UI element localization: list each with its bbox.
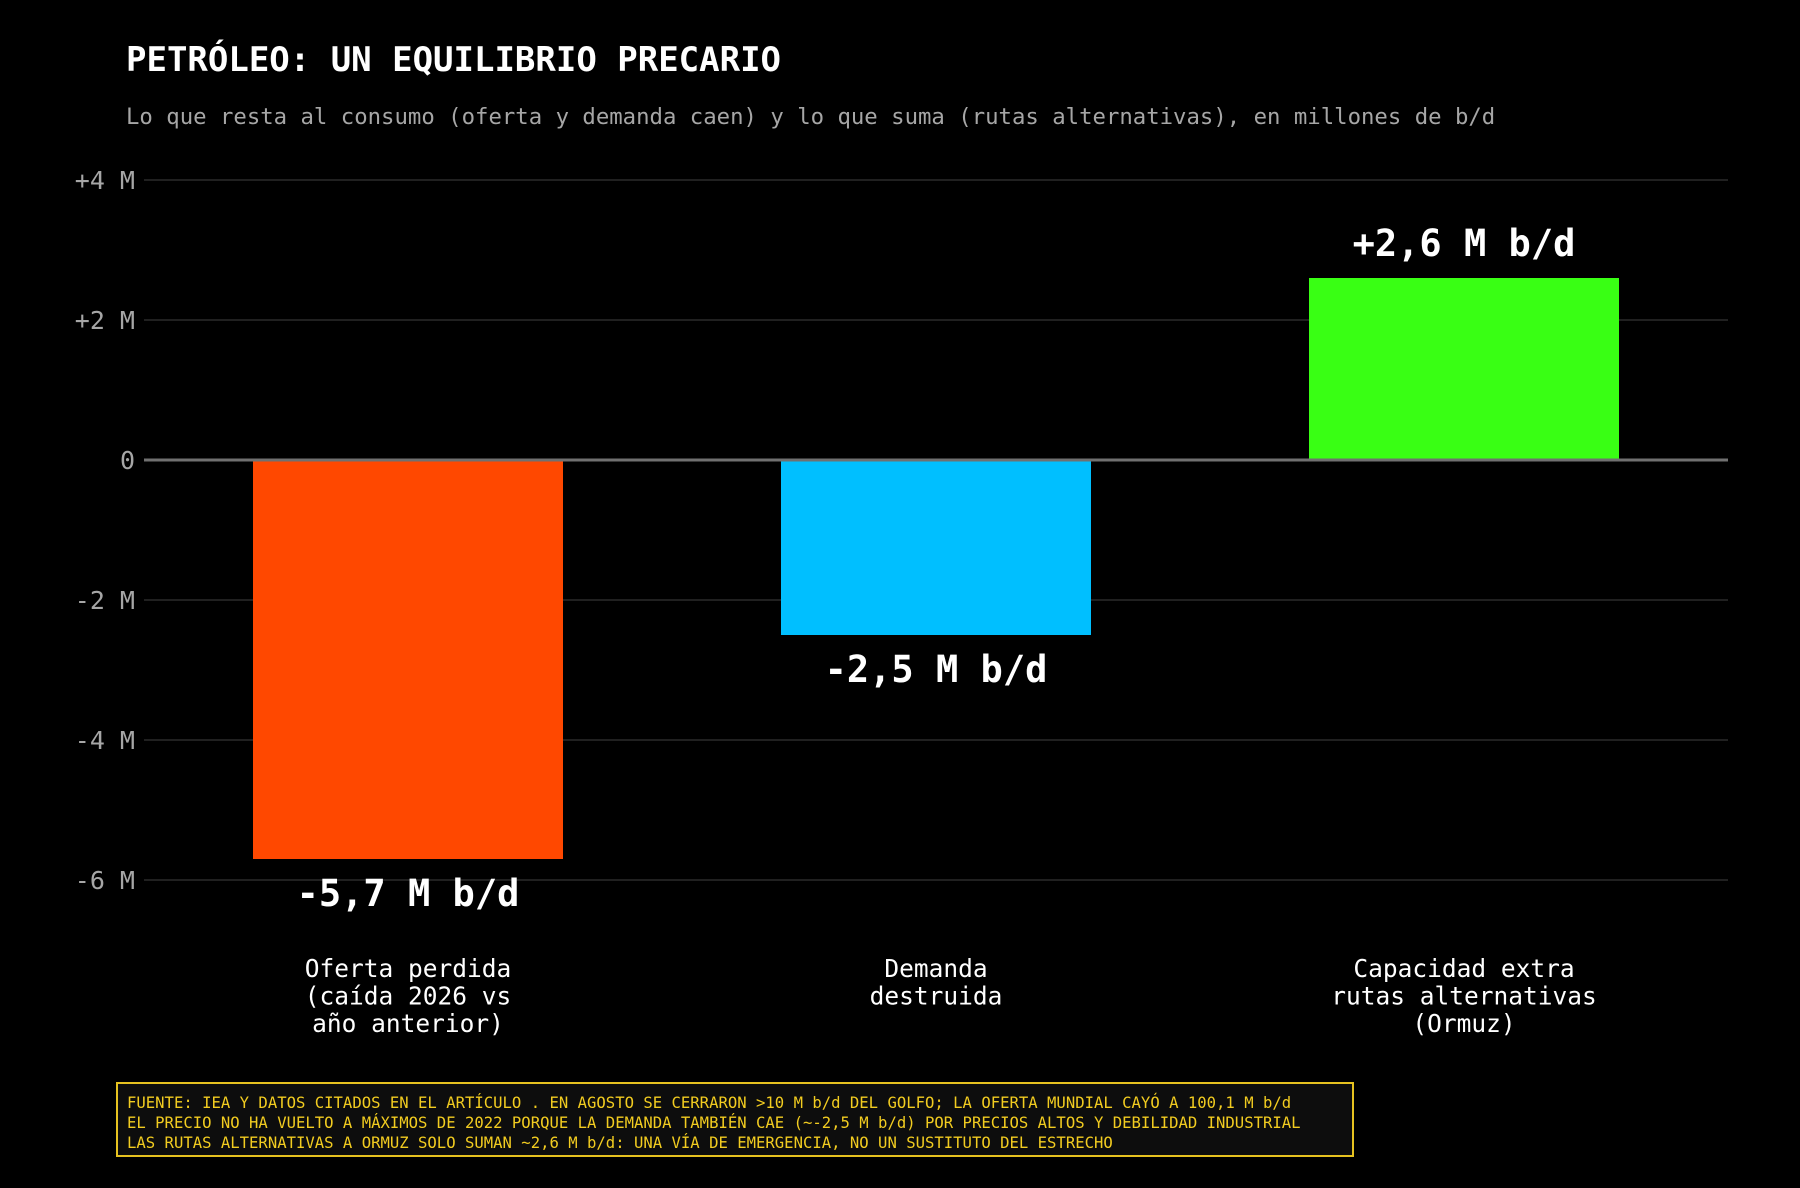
y-tick-label: +4 M [75,166,135,195]
chart-subtitle: Lo que resta al consumo (oferta y demand… [126,104,1495,130]
x-tick-label: Oferta perdida (caída 2026 vs año anterior… [305,954,512,1038]
x-tick-label: Capacidad extra rutas alternativas (Ormuz) [1331,954,1597,1038]
source-note-line: LAS RUTAS ALTERNATIVAS A ORMUZ SOLO SUMA… [127,1134,1113,1152]
data-label: -2,5 M b/d [825,648,1048,691]
bar [781,460,1091,635]
chart-title: PETRÓLEO: UN EQUILIBRIO PRECARIO [126,39,781,80]
data-labels: -5,7 M b/d -2,5 M b/d +2,6 M b/d [297,222,1576,915]
y-axis: +4 M +2 M 0 -2 M -4 M -6 M [75,166,135,895]
y-tick-label: -2 M [75,586,135,615]
x-tick-label: Demanda destruida [870,954,1003,1011]
bar [1309,278,1619,460]
y-tick-label: +2 M [75,306,135,335]
y-tick-label: -6 M [75,866,135,895]
source-notes-box: FUENTE: IEA Y DATOS CITADOS EN EL ARTÍCU… [116,1082,1354,1157]
source-note-line: FUENTE: IEA Y DATOS CITADOS EN EL ARTÍCU… [127,1094,1292,1112]
data-label: -5,7 M b/d [297,872,520,915]
x-axis: Oferta perdida (caída 2026 vs año anterior… [305,954,1597,1038]
bars [253,278,1619,859]
y-tick-label: 0 [120,446,135,475]
source-note-line: EL PRECIO NO HA VUELTO A MÁXIMOS DE 2022… [127,1114,1301,1132]
bar [253,460,563,859]
y-tick-label: -4 M [75,726,135,755]
data-label: +2,6 M b/d [1353,222,1576,265]
